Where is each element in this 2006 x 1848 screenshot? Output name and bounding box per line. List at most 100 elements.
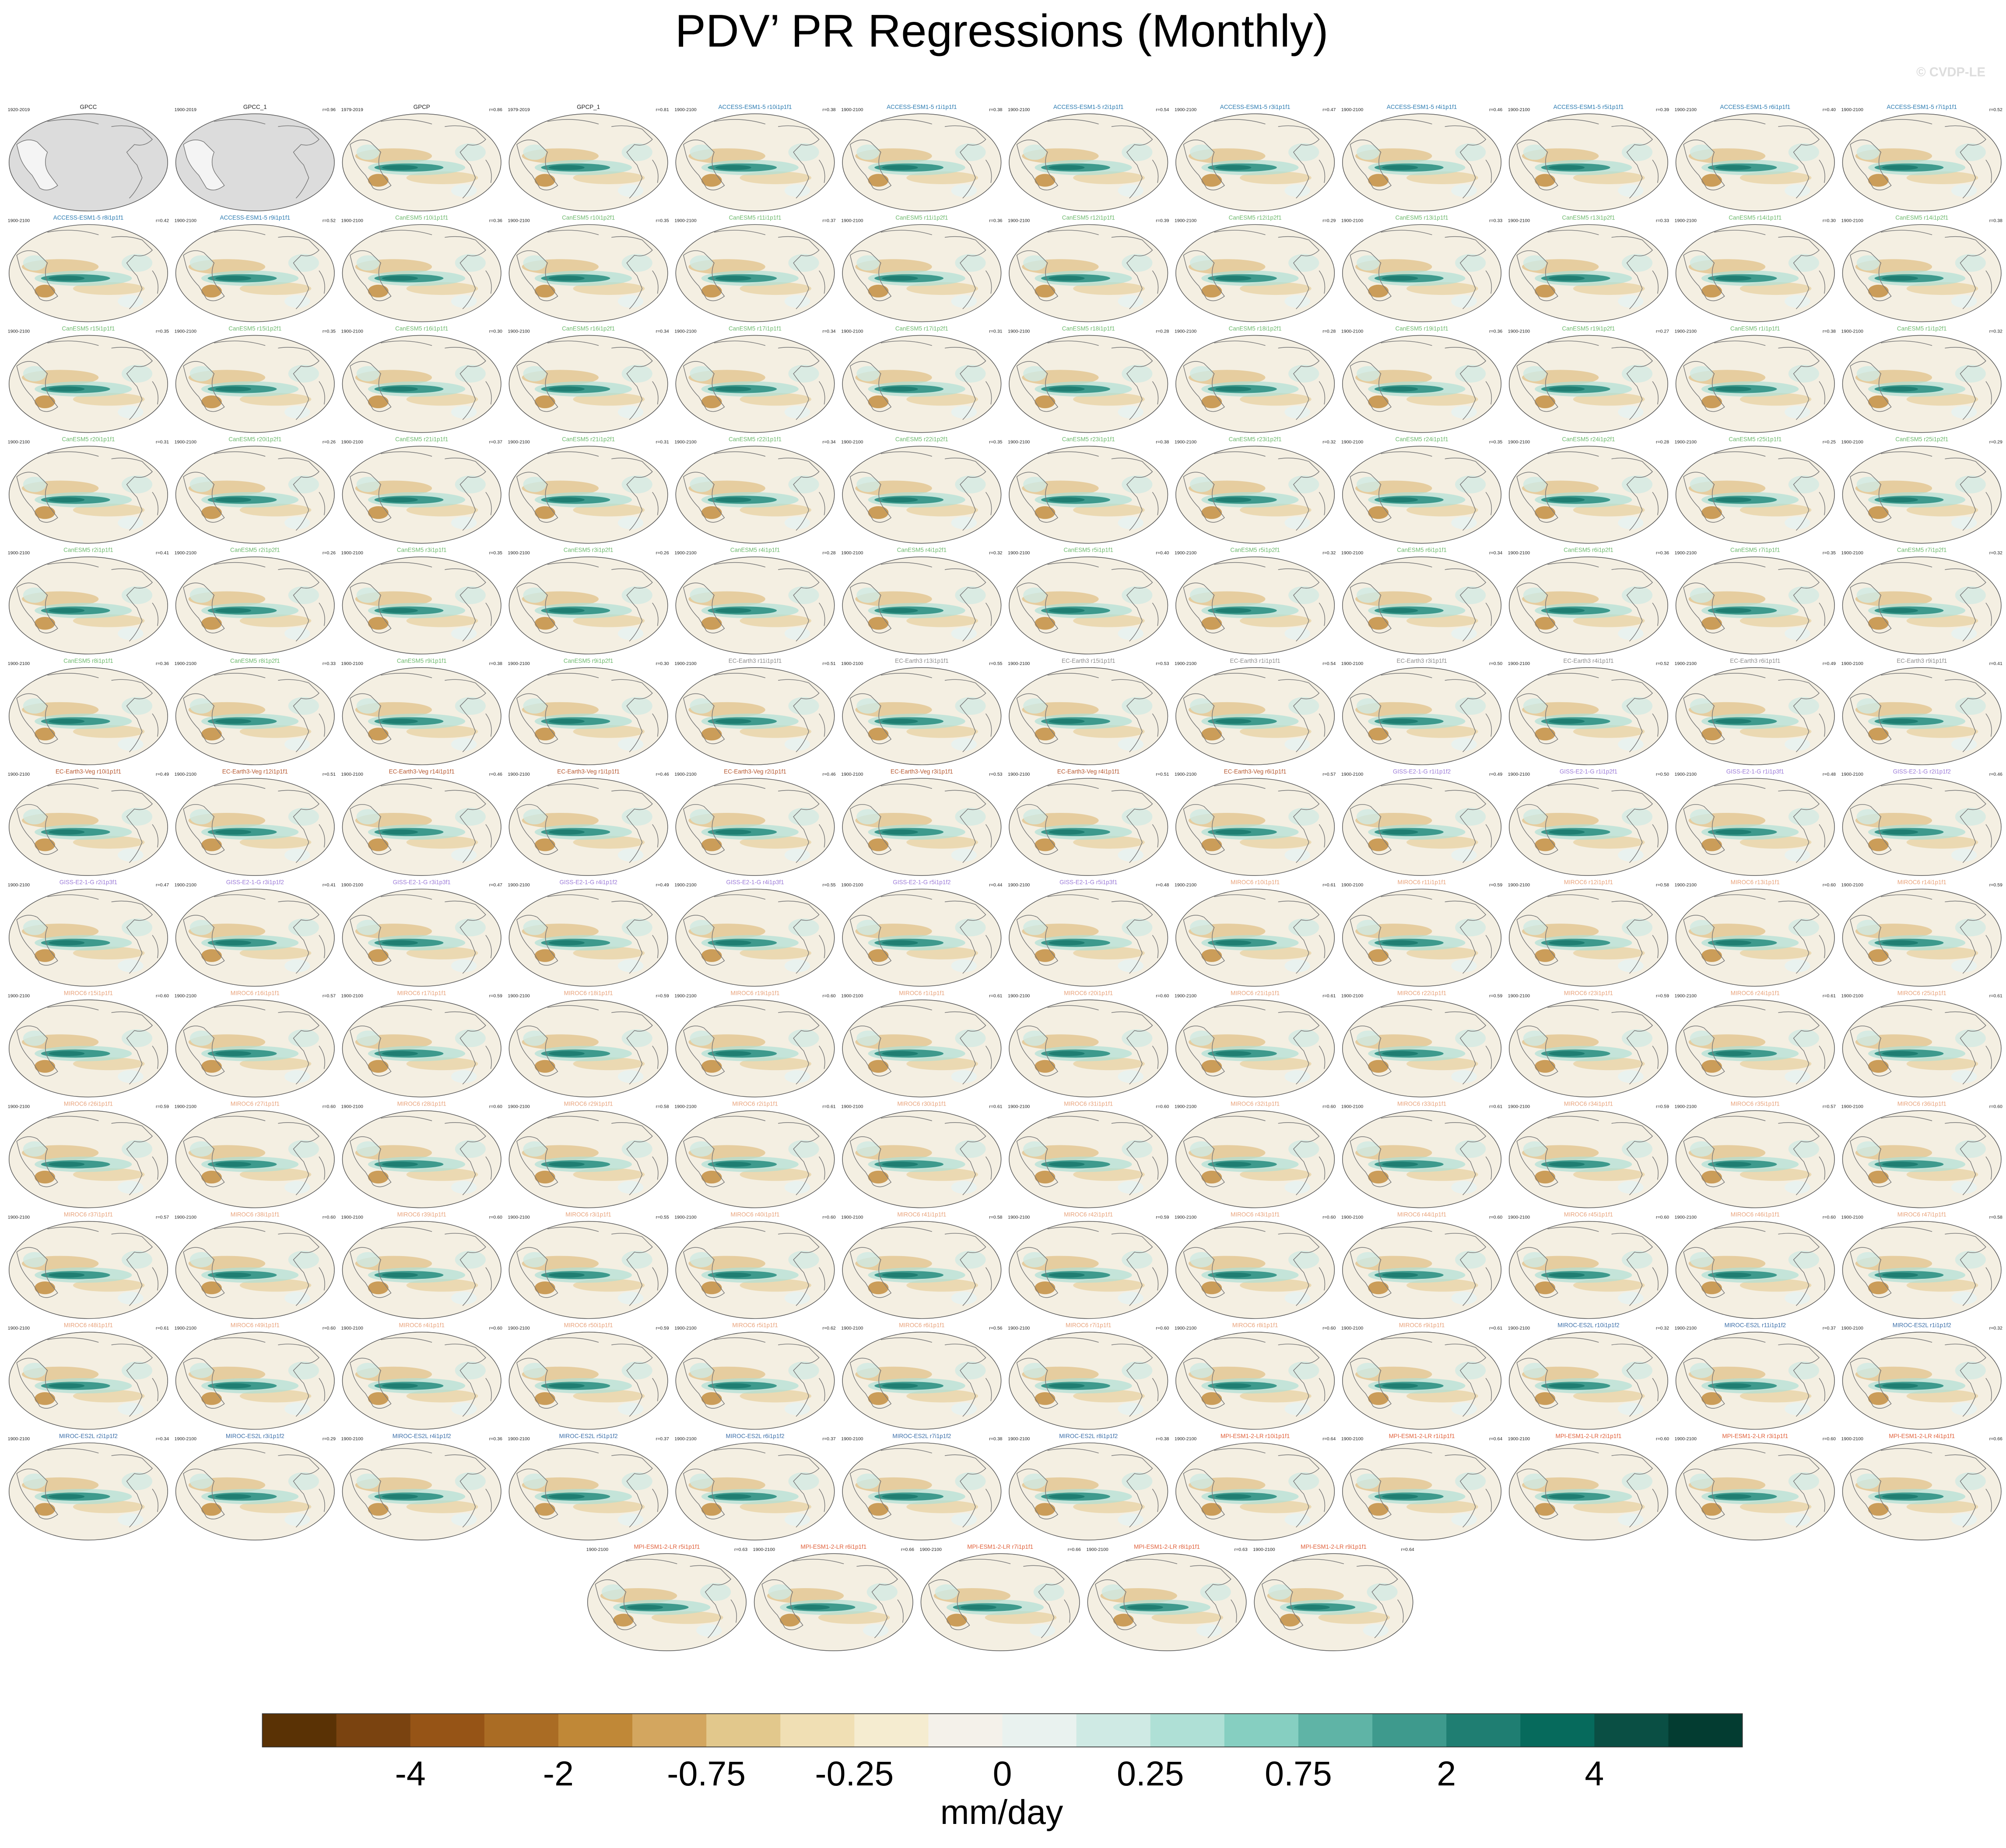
panel-period: 1900-2100 bbox=[1675, 1215, 1697, 1220]
panel-period: 1900-2100 bbox=[8, 440, 30, 445]
panel-title: MIROC6 r45i1p1f1 bbox=[1564, 1211, 1613, 1218]
panel-title: ACCESS-ESM1-5 r7i1p1f1 bbox=[1887, 104, 1957, 110]
panel-period: 1979-2019 bbox=[508, 107, 530, 112]
panel-period: 1900-2100 bbox=[1508, 993, 1530, 998]
panel-r: r=0.39 bbox=[1656, 107, 1669, 112]
panel-r: r=0.30 bbox=[1823, 218, 1836, 223]
panel-r: r=0.60 bbox=[1489, 1215, 1502, 1220]
panel-period: 1900-2100 bbox=[1175, 772, 1196, 777]
panel-r: r=0.36 bbox=[1656, 550, 1669, 556]
panel-period: 1900-2100 bbox=[341, 440, 363, 445]
map bbox=[1842, 1443, 2001, 1540]
map bbox=[1009, 224, 1168, 322]
map bbox=[842, 889, 1001, 986]
panel-r: r=0.61 bbox=[989, 993, 1002, 998]
panel-period: 1900-2100 bbox=[1841, 440, 1863, 445]
colorbar-swatch bbox=[1668, 1714, 1743, 1747]
panel-title: EC-Earth3-Veg r2i1p1f1 bbox=[724, 768, 786, 775]
map bbox=[176, 778, 334, 875]
map bbox=[676, 557, 834, 654]
panel-period: 1900-2100 bbox=[1175, 329, 1196, 334]
panel-title: CanESM5 r11i1p1f1 bbox=[729, 214, 781, 221]
panel-r: r=0.60 bbox=[1156, 1326, 1169, 1331]
panel-period: 1900-2100 bbox=[508, 1436, 530, 1442]
map bbox=[1509, 224, 1668, 322]
panel-title: CanESM5 r8i1p1f1 bbox=[63, 658, 113, 664]
map bbox=[1509, 778, 1668, 875]
panel-title: MIROC6 r30i1p1f1 bbox=[897, 1100, 946, 1107]
panel-period: 1900-2100 bbox=[8, 218, 30, 223]
map bbox=[1509, 668, 1668, 765]
panel-title: CanESM5 r3i1p2f1 bbox=[564, 547, 614, 553]
panel-period: 1900-2100 bbox=[841, 1326, 863, 1331]
map bbox=[509, 224, 667, 322]
panel-title: MIROC6 r21i1p1f1 bbox=[1231, 990, 1280, 996]
map bbox=[676, 1332, 834, 1429]
panel-title: CanESM5 r1i1p1f1 bbox=[1730, 325, 1780, 332]
map bbox=[9, 1000, 168, 1097]
panel-title: MIROC6 r42i1p1f1 bbox=[1064, 1211, 1113, 1218]
map bbox=[509, 557, 667, 654]
panel-r: r=0.37 bbox=[823, 218, 836, 223]
map bbox=[342, 335, 501, 432]
panel-title: CanESM5 r8i1p2f1 bbox=[230, 658, 280, 664]
panel: 1900-2100 GISS-E2-1-G r2i1p3f1 r=0.47 bbox=[8, 879, 169, 986]
map bbox=[509, 668, 667, 765]
map bbox=[1676, 668, 1834, 765]
panel-title: GISS-E2-1-G r1i1p2f1 bbox=[1560, 768, 1617, 775]
panel: 1900-2100 CanESM5 r10i1p2f1 r=0.35 bbox=[508, 214, 669, 322]
colorbar-tick-label: -0.25 bbox=[815, 1754, 894, 1793]
panel-period: 1900-2100 bbox=[1008, 1215, 1030, 1220]
map bbox=[1842, 778, 2001, 875]
panel-r: r=0.41 bbox=[323, 882, 336, 888]
map bbox=[1343, 1110, 1501, 1208]
panel-title: CanESM5 r19i1p2f1 bbox=[1562, 325, 1615, 332]
colorbar-swatch bbox=[1520, 1714, 1595, 1747]
panel-title: GISS-E2-1-G r3i1p1f2 bbox=[226, 879, 284, 886]
map bbox=[676, 1110, 834, 1208]
panel-title: EC-Earth3 r13i1p1f1 bbox=[895, 658, 949, 664]
panel-r: r=0.28 bbox=[1322, 329, 1336, 334]
map bbox=[676, 446, 834, 543]
map bbox=[1343, 1222, 1501, 1319]
panel-r: r=0.86 bbox=[489, 107, 502, 112]
map bbox=[9, 114, 168, 211]
panel: 1900-2100 CanESM5 r12i1p2f1 r=0.29 bbox=[1175, 214, 1336, 322]
panel-r: r=0.55 bbox=[656, 1215, 669, 1220]
map bbox=[1676, 1222, 1834, 1319]
panel-title: MPI-ESM1-2-LR r1i1p1f1 bbox=[1389, 1433, 1455, 1439]
map bbox=[921, 1554, 1079, 1651]
map bbox=[1176, 1110, 1334, 1208]
panel-r: r=0.37 bbox=[489, 440, 502, 445]
panel-title: EC-Earth3-Veg r3i1p1f1 bbox=[891, 768, 953, 775]
panel-title: CanESM5 r16i1p2f1 bbox=[562, 325, 615, 332]
map bbox=[1842, 668, 2001, 765]
panel: 1900-2100 CanESM5 r10i1p1f1 r=0.36 bbox=[341, 214, 502, 322]
panel-r: r=0.32 bbox=[1989, 550, 2002, 556]
panel-r: r=0.59 bbox=[1489, 993, 1502, 998]
panel-period: 1900-2100 bbox=[753, 1547, 775, 1552]
map bbox=[509, 1222, 667, 1319]
panel-r: r=0.32 bbox=[1989, 1326, 2002, 1331]
panel: 1900-2100 GISS-E2-1-G r1i1p3f1 r=0.48 bbox=[1675, 768, 1836, 875]
map bbox=[1509, 1222, 1668, 1319]
panel-period: 1900-2100 bbox=[841, 661, 863, 666]
map bbox=[1676, 335, 1834, 432]
panel: 1900-2100 EC-Earth3 r4i1p1f1 r=0.52 bbox=[1508, 658, 1669, 765]
panel: 1900-2100 CanESM5 r4i1p1f1 r=0.28 bbox=[674, 547, 836, 654]
map bbox=[1343, 668, 1501, 765]
panel-period: 1900-2100 bbox=[1508, 440, 1530, 445]
map bbox=[176, 889, 334, 986]
panel-period: 1900-2019 bbox=[175, 107, 196, 112]
panel-r: r=0.26 bbox=[323, 550, 336, 556]
map bbox=[1676, 114, 1834, 211]
panel: 1900-2100 MIROC-ES2L r1i1p1f2 r=0.32 bbox=[1841, 1322, 2002, 1429]
panel-period: 1900-2100 bbox=[1341, 993, 1363, 998]
panel-r: r=0.55 bbox=[823, 882, 836, 888]
map bbox=[342, 224, 501, 322]
panel: 1900-2100 MIROC6 r39i1p1f1 r=0.60 bbox=[341, 1211, 502, 1319]
panel: 1900-2100 CanESM5 r20i1p2f1 r=0.26 bbox=[175, 436, 336, 543]
panel-title: GPCC bbox=[80, 104, 97, 110]
panel: 1900-2100 EC-Earth3-Veg r6i1p1f1 r=0.57 bbox=[1175, 768, 1336, 875]
